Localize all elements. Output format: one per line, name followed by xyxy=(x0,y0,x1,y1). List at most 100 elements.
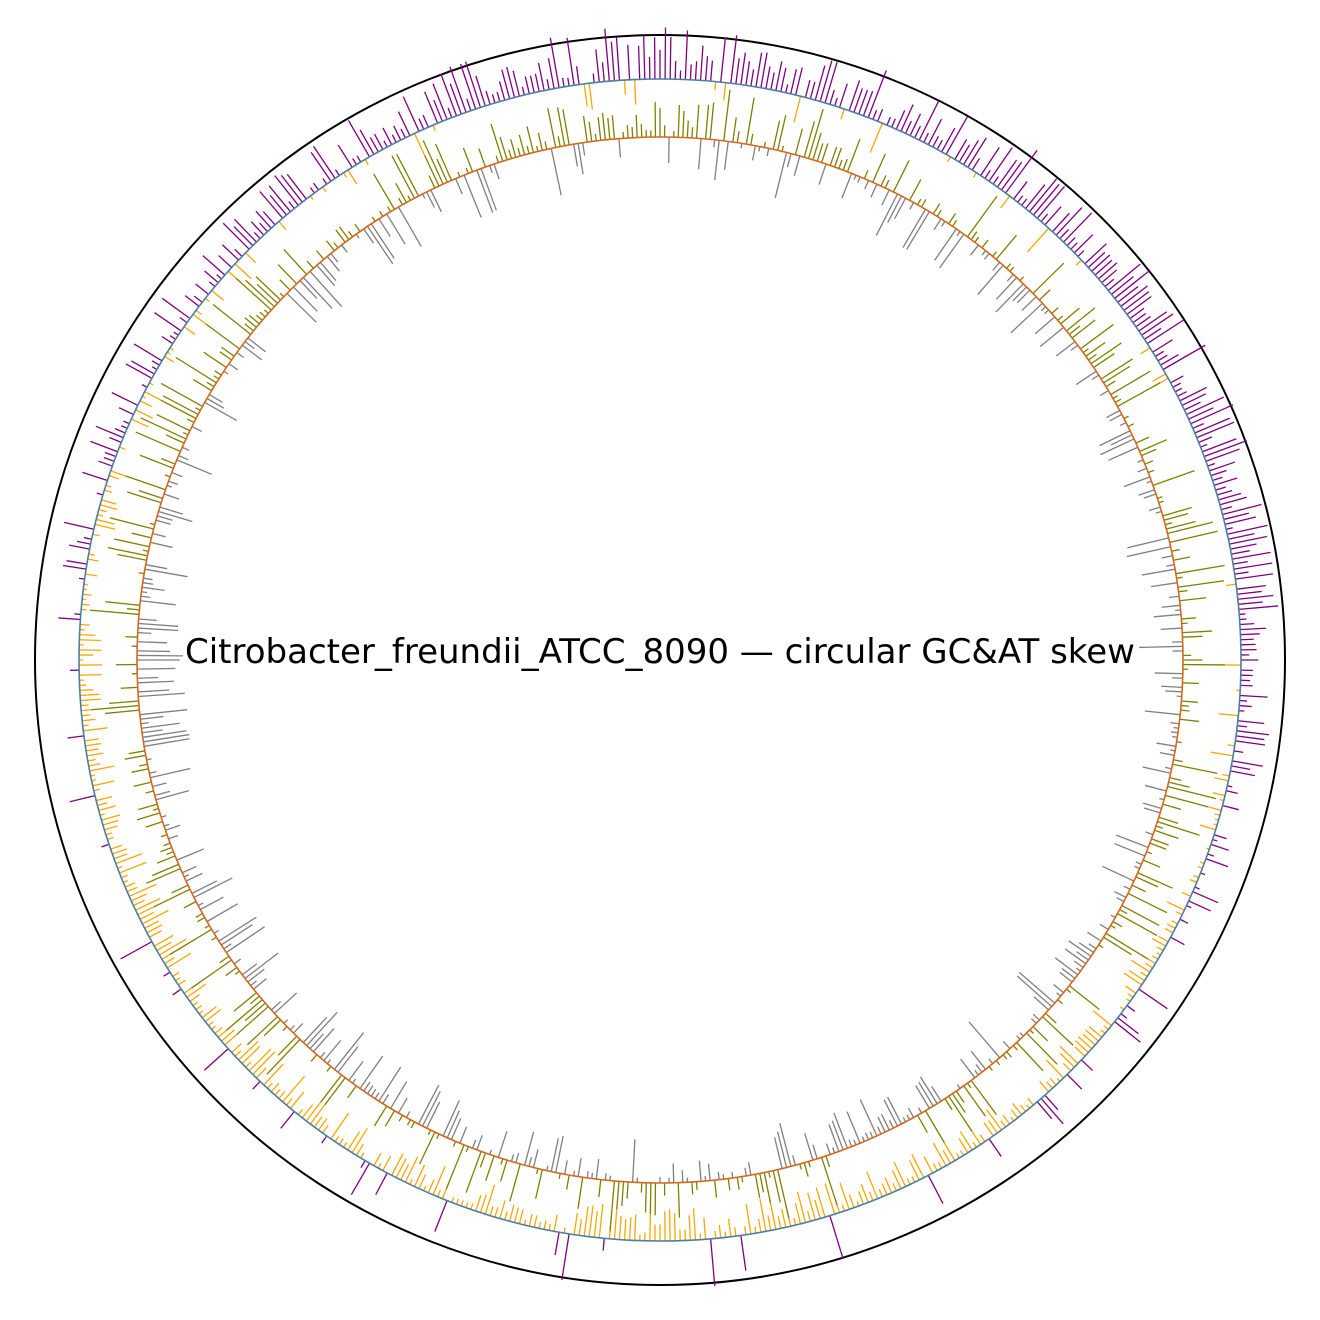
outer-track-bar xyxy=(1039,1081,1050,1093)
inner-track-bar xyxy=(1182,682,1199,685)
inner-track-bar xyxy=(833,1112,849,1149)
outer-track-bar xyxy=(1222,804,1239,811)
outer-track-bar xyxy=(911,1153,925,1178)
inner-track-bar xyxy=(565,1174,570,1190)
inner-track-bar xyxy=(244,323,254,332)
inner-track-bar xyxy=(165,434,185,444)
inner-track-bar xyxy=(152,782,167,788)
outer-track-bar xyxy=(593,1211,598,1238)
outer-track-bar xyxy=(82,718,96,722)
outer-track-bar xyxy=(451,1197,455,1203)
outer-track-bar xyxy=(126,886,138,893)
inner-track-bar xyxy=(881,189,890,206)
outer-track-bar xyxy=(814,65,826,101)
chart-title: Citrobacter_freundii_ATCC_8090 — circula… xyxy=(185,632,1135,672)
outer-track-bar xyxy=(447,107,453,118)
outer-track-bar xyxy=(172,988,182,996)
inner-track-bar xyxy=(1114,398,1122,404)
outer-track-bar xyxy=(104,825,118,831)
outer-track-bar xyxy=(1098,262,1118,280)
outer-track-bar xyxy=(154,312,182,332)
outer-track-bar xyxy=(848,80,861,111)
outer-track-bar xyxy=(573,1212,578,1235)
inner-track-bar xyxy=(471,1139,477,1149)
outer-track-bar xyxy=(377,1163,382,1169)
inner-track-bar xyxy=(1057,999,1063,1005)
inner-track-bar xyxy=(842,158,848,171)
outer-track-bar xyxy=(960,1150,965,1156)
outer-track-bar xyxy=(718,1224,722,1238)
inner-track-bar xyxy=(544,141,548,150)
outer-track-bar xyxy=(777,1216,782,1229)
inner-track-bar xyxy=(427,1129,432,1136)
inner-track-bar xyxy=(480,168,497,211)
outer-track-bar xyxy=(183,326,196,335)
outer-track-bar xyxy=(549,37,560,88)
inner-track-bar xyxy=(310,1054,318,1062)
inner-track-bar xyxy=(157,515,173,521)
inner-track-bar xyxy=(1016,1042,1044,1072)
outer-track-bar xyxy=(409,1179,413,1185)
inner-track-bar xyxy=(892,160,910,193)
outer-track-bar xyxy=(309,195,314,200)
inner-track-bar xyxy=(709,102,715,140)
outer-track-bar xyxy=(1229,535,1268,545)
inner-track-bar xyxy=(137,650,171,653)
inner-track-bar xyxy=(250,980,257,987)
inner-track-bar xyxy=(939,233,965,269)
inner-track-bar xyxy=(114,538,150,548)
outer-track-bar xyxy=(263,1063,284,1086)
outer-track-bar xyxy=(91,779,97,782)
inner-track-bar xyxy=(1059,971,1073,983)
inner-track-bar xyxy=(337,1045,359,1073)
inner-track-bar xyxy=(390,1081,408,1109)
inner-track-bar xyxy=(557,136,561,147)
inner-track-bar xyxy=(1156,742,1176,747)
inner-track-bar xyxy=(391,155,416,199)
outer-track-bar xyxy=(369,137,379,153)
inner-track-bar xyxy=(489,1149,492,1155)
inner-track-bar xyxy=(832,1147,836,1154)
outer-track-bar xyxy=(775,61,783,91)
outer-track-bar xyxy=(623,80,627,95)
outer-track-bar xyxy=(69,794,96,803)
inner-track-bar xyxy=(324,1077,346,1105)
inner-track-bar xyxy=(1163,512,1189,521)
inner-track-bar xyxy=(558,1173,561,1179)
outer-track-bar xyxy=(195,283,209,295)
outer-track-bar xyxy=(1135,315,1151,328)
outer-track-bar xyxy=(988,147,1013,182)
inner-track-bar xyxy=(490,123,504,162)
outer-track-bar xyxy=(350,1162,371,1195)
outer-track-bar xyxy=(1227,744,1235,747)
outer-track-bar xyxy=(81,608,87,611)
inner-track-bar xyxy=(550,148,562,196)
outer-track-bar xyxy=(546,79,550,90)
outer-track-bar xyxy=(602,1238,605,1251)
inner-track-bar xyxy=(1145,831,1154,836)
inner-track-bar xyxy=(1175,564,1225,575)
inner-track-bar xyxy=(1119,908,1128,915)
inner-track-bar xyxy=(597,117,602,141)
outer-track-bar xyxy=(104,451,117,458)
outer-track-bar xyxy=(1000,195,1011,209)
inner-track-bar xyxy=(1056,992,1062,997)
outer-track-bar xyxy=(317,1117,328,1131)
inner-track-bar xyxy=(465,1151,482,1193)
inner-track-bar xyxy=(430,189,443,213)
inner-track-bar xyxy=(1139,645,1183,649)
outer-track-bar xyxy=(1233,562,1273,570)
inner-track-bar xyxy=(206,381,215,388)
outer-track-bar xyxy=(1127,993,1134,998)
inner-track-bar xyxy=(289,1025,295,1031)
outer-track-bar xyxy=(1212,476,1223,482)
outer-track-bar xyxy=(498,81,506,101)
inner-track-bar xyxy=(146,758,152,761)
outer-track-bar xyxy=(740,52,746,85)
inner-track-bar xyxy=(1060,307,1080,325)
inner-track-bar xyxy=(145,564,168,570)
inner-track-bar xyxy=(526,126,535,153)
outer-track-bar xyxy=(941,127,956,153)
outer-track-bar xyxy=(119,446,126,451)
outer-track-bar xyxy=(1146,319,1185,345)
